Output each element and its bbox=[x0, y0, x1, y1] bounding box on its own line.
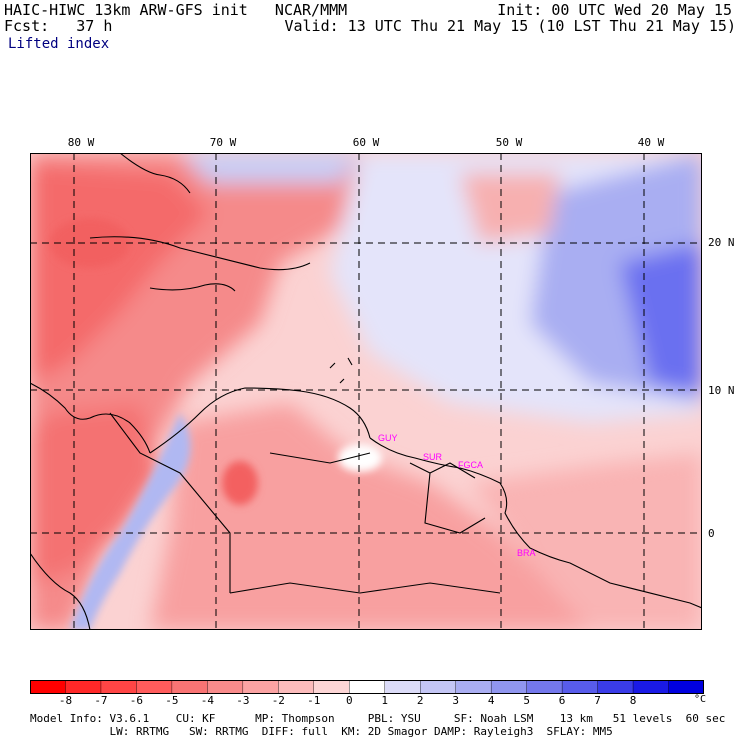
colorbar-tick-label: 1 bbox=[381, 694, 389, 707]
station-label-guy: GUY bbox=[378, 433, 398, 443]
header-valid-time: Valid: 13 UTC Thu 21 May 15 (10 LST Thu … bbox=[284, 17, 736, 35]
colorbar-cell bbox=[278, 680, 315, 694]
lon-label-80w: 80 W bbox=[67, 136, 95, 149]
colorbar-cell bbox=[561, 680, 599, 694]
colorbar-cell bbox=[30, 680, 67, 694]
colorbar-cell bbox=[455, 680, 492, 694]
header-model-title: HAIC-HIWC 13km ARW-GFS init NCAR/MMM bbox=[4, 1, 348, 19]
colorbar-cell bbox=[207, 680, 244, 694]
colorbar-cell bbox=[632, 680, 670, 694]
lat-label-10n: 10 N bbox=[708, 384, 735, 397]
colorbar-tick-label: -7 bbox=[94, 694, 108, 707]
lon-label-50w: 50 W bbox=[495, 136, 523, 149]
footer-model-info-line1: Model Info: V3.6.1 CU: KF MP: Thompson P… bbox=[30, 712, 726, 725]
colorbar-tick-label: -8 bbox=[58, 694, 73, 707]
colorbar-cell bbox=[242, 680, 280, 694]
colorbar-cell bbox=[384, 680, 421, 694]
colorbar-cell bbox=[65, 680, 102, 694]
colorbar-tick-label: 5 bbox=[523, 694, 530, 707]
colorbar-tick-label: -4 bbox=[200, 694, 214, 707]
colorbar-tick-label: 7 bbox=[594, 694, 601, 707]
colorbar-tick-label: 3 bbox=[452, 694, 459, 707]
lon-label-40w: 40 W bbox=[637, 136, 665, 149]
colorbar-tick-label: -3 bbox=[236, 694, 250, 707]
station-label-fgca: FGCA bbox=[458, 460, 483, 470]
lon-label-60w: 60 W bbox=[352, 136, 380, 149]
colorbar-cell bbox=[136, 680, 173, 694]
colorbar bbox=[30, 680, 704, 694]
colorbar-tick-label: 6 bbox=[558, 694, 566, 707]
colorbar-cell bbox=[171, 680, 209, 694]
header-forecast-hour: Fcst: 37 h bbox=[4, 17, 113, 35]
station-label-sur: SUR bbox=[423, 452, 443, 462]
colorbar-cell bbox=[313, 680, 350, 694]
footer-model-info-line2: LW: RRTMG SW: RRTMG DIFF: full KM: 2D Sm… bbox=[30, 725, 613, 738]
lat-label-equator: 0 bbox=[708, 527, 715, 540]
colorbar-unit: °C bbox=[694, 694, 707, 705]
colorbar-tick-label: 4 bbox=[487, 694, 495, 707]
colorbar-cell bbox=[420, 680, 457, 694]
lon-label-70w: 70 W bbox=[209, 136, 237, 149]
field-name: Lifted index bbox=[8, 36, 110, 52]
colorbar-cell bbox=[668, 680, 704, 694]
colorbar-tick-label: -6 bbox=[129, 694, 144, 707]
colorbar-tick-label: 8 bbox=[629, 694, 637, 707]
colorbar-tick-label: -5 bbox=[165, 694, 179, 707]
lifted-index-map: GUY SUR FGCA BRA bbox=[30, 153, 702, 630]
station-label-bra: BRA bbox=[517, 548, 536, 558]
colorbar-tick-label: 2 bbox=[416, 694, 424, 707]
colorbar-tick-label: -2 bbox=[271, 694, 285, 707]
colorbar-tick-label: 0 bbox=[345, 694, 353, 707]
colorbar-cell bbox=[490, 680, 528, 694]
header-init-time: Init: 00 UTC Wed 20 May 15 bbox=[497, 1, 732, 19]
lat-label-20n: 20 N bbox=[708, 236, 735, 249]
colorbar-cell bbox=[100, 680, 138, 694]
colorbar-cell bbox=[526, 680, 563, 694]
colorbar-cell bbox=[349, 680, 386, 694]
colorbar-cell bbox=[597, 680, 634, 694]
colorbar-tick-label: -1 bbox=[307, 694, 321, 707]
